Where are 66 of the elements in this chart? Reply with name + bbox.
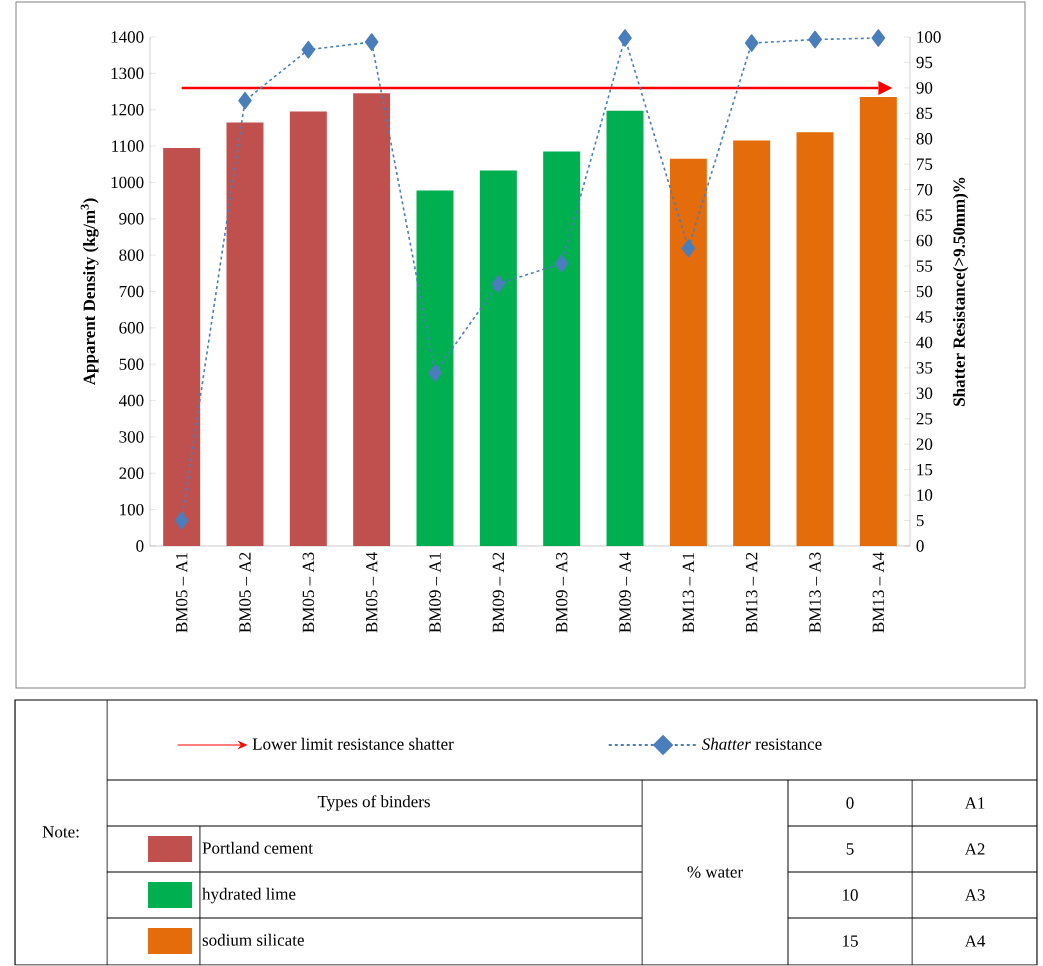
y2-axis-title: Shatter Resistance(>9.50mm)% — [952, 177, 969, 407]
y-axis-title: Apparent Density (kg/m$^{3}$) — [80, 198, 99, 386]
y-tick-label: 900 — [119, 213, 144, 225]
y2-tick-label: 30 — [916, 387, 933, 400]
x-tick-label: BM09 – A2 — [492, 553, 505, 633]
y2-tick-label: 10 — [917, 489, 933, 502]
y2-tick-label: 50 — [916, 285, 933, 298]
legend-label: Portland cement — [202, 842, 313, 854]
text: 15 — [843, 935, 858, 947]
y-tick-label: 700 — [119, 285, 144, 298]
y-tick-label: 300 — [119, 431, 144, 443]
text: 5 — [846, 843, 854, 855]
y2-tick-label: 5 — [916, 515, 924, 527]
y2-tick-label: 70 — [916, 184, 933, 196]
y2-tick-label: 0 — [916, 540, 924, 552]
x-tick-label: BM09 – A4 — [619, 552, 631, 633]
y2-tick-label: 20 — [916, 438, 933, 451]
text: A3 — [964, 889, 985, 901]
x-tick-label: BM05 – A4 — [365, 552, 378, 633]
y-tick-label: 1300 — [111, 67, 144, 80]
y2-tick-label: 65 — [916, 209, 933, 222]
y-tick-label: 400 — [118, 395, 144, 407]
x-tick-label: BM09 – A1 — [429, 553, 441, 633]
text: A1 — [964, 797, 985, 809]
y2-tick-label: 80 — [916, 133, 933, 145]
y-tick-label: 500 — [119, 358, 144, 371]
y2-tick-label: 90 — [916, 82, 933, 94]
x-tick-label: BM13 – A2 — [745, 553, 758, 633]
x-tick-label: BM05 – A1 — [175, 553, 188, 633]
x-tick-label: BM13 – A4 — [872, 552, 885, 633]
x-tick-label: BM05 – A3 — [302, 552, 315, 633]
text: 0 — [846, 797, 854, 809]
y-tick-label: 200 — [119, 467, 144, 480]
y-tick-label: 800 — [119, 249, 144, 262]
y2-tick-label: 100 — [917, 31, 941, 43]
x-tick-label: BM13 – A3 — [809, 552, 821, 633]
text: % water — [687, 866, 743, 878]
y2-tick-label: 95 — [916, 56, 933, 69]
legend-title: Types of binders — [317, 795, 430, 812]
y2-tick-label: 15 — [917, 464, 933, 476]
y2-tick-label: 35 — [916, 362, 933, 374]
y2-tick-label: 25 — [916, 413, 933, 425]
y2-tick-label: 55 — [916, 260, 933, 272]
text: A4 — [964, 935, 986, 947]
y2-tick-label: 45 — [916, 311, 933, 323]
y2-tick-label: 60 — [916, 235, 933, 247]
x-tick-label: BM09 – A3 — [555, 552, 568, 633]
text: Note: — [42, 826, 79, 838]
legend-label: hydrated lime — [202, 888, 296, 904]
y-tick-label: 1100 — [112, 140, 144, 153]
text: A2 — [964, 843, 985, 855]
text: 10 — [843, 889, 858, 901]
y-tick-label: 600 — [119, 322, 144, 334]
y-tick-label: 100 — [120, 504, 144, 516]
legend-label: Lower limit resistance shatter — [252, 738, 454, 751]
x-tick-label: BM05 – A2 — [239, 553, 251, 633]
y2-tick-label: 75 — [916, 158, 933, 171]
x-tick-label: BM13 – A1 — [682, 553, 695, 633]
y2-tick-label: 85 — [916, 107, 933, 120]
legend-label: sodium silicate — [202, 934, 304, 946]
y-tick-label: 0 — [136, 540, 144, 552]
y2-tick-label: 40 — [916, 336, 933, 349]
y-tick-label: 1200 — [111, 104, 144, 116]
y-tick-label: 1400 — [111, 31, 144, 43]
legend-label: Shatter resistance — [701, 738, 822, 751]
y-tick-label: 1000 — [111, 176, 144, 189]
